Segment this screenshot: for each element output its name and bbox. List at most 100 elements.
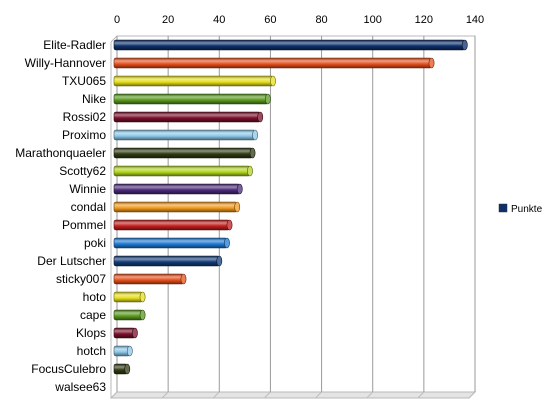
bar-cap — [236, 183, 243, 195]
bar — [113, 219, 233, 231]
category-label: sticky007 — [56, 272, 106, 286]
category-label: Nike — [82, 92, 106, 106]
x-tick-label: 100 — [364, 14, 382, 26]
x-tick-label: 120 — [415, 14, 433, 26]
legend: Punkte — [498, 203, 543, 215]
bar-cap — [180, 273, 187, 285]
bar — [113, 291, 146, 303]
bars — [113, 39, 468, 375]
bar — [113, 237, 230, 249]
bar-cap — [252, 129, 258, 141]
bar — [113, 345, 133, 357]
bar-cap — [131, 327, 138, 339]
floor-gridline — [366, 391, 374, 399]
bar-cap — [226, 219, 233, 231]
category-label: Marathonquaeler — [15, 146, 106, 160]
bar-body — [113, 147, 253, 159]
category-labels: Elite-Radler Willy-Hannover TXU065 Nike Ross… — [15, 38, 106, 394]
bar — [113, 201, 241, 213]
bar-cap — [234, 201, 241, 213]
category-label: hotch — [77, 344, 106, 358]
plot-back-wall — [116, 35, 476, 393]
bar-body — [113, 219, 230, 231]
bar-body — [113, 57, 432, 69]
bar-body — [113, 201, 238, 213]
bar-cap — [264, 93, 271, 105]
x-tick-label: 40 — [213, 14, 225, 26]
floor-gridline — [110, 391, 118, 399]
category-label: FocusCulebro — [31, 362, 106, 376]
bar-cap — [124, 363, 131, 375]
bar — [113, 273, 187, 285]
bar-body — [113, 129, 256, 141]
plot-area — [109, 35, 477, 399]
bar — [113, 309, 146, 321]
bar-body — [113, 291, 143, 303]
category-label: Elite-Radler — [43, 38, 106, 52]
floor-gridline — [468, 391, 476, 399]
category-label: Klops — [76, 326, 106, 340]
bar — [113, 147, 256, 159]
x-tick-label: 80 — [315, 14, 327, 26]
bar-body — [113, 165, 251, 177]
category-label: Rossi02 — [63, 110, 107, 124]
bar — [113, 75, 276, 87]
bar — [113, 57, 435, 69]
floor-gridline — [212, 391, 220, 399]
x-tick-label: 0 — [114, 14, 120, 26]
bar — [113, 93, 271, 105]
category-label: Scotty62 — [59, 164, 106, 178]
bar-body — [113, 255, 220, 267]
bar — [113, 363, 131, 375]
bar — [113, 165, 253, 177]
bar-body — [113, 111, 261, 123]
bar-body — [113, 75, 274, 87]
bar-cap — [249, 147, 256, 159]
category-label: walsee63 — [54, 380, 106, 394]
category-label: poki — [84, 236, 106, 250]
legend-label: Punkte — [511, 204, 543, 215]
category-label: hoto — [83, 290, 107, 304]
bar-cap — [224, 237, 230, 249]
bar-cap — [247, 165, 253, 177]
bar-cap — [216, 255, 223, 267]
category-label: Proximo — [62, 128, 106, 142]
bar — [113, 39, 468, 51]
bar — [113, 327, 138, 339]
x-axis-ticks: 0 20 40 60 80 100 120 140 — [114, 14, 484, 26]
floor-gridline — [315, 391, 322, 399]
bar — [113, 255, 223, 267]
bar — [113, 111, 264, 123]
category-label: Der Lutscher — [37, 254, 106, 268]
plot-depth-edge — [110, 35, 118, 43]
bar-body — [113, 39, 466, 51]
bar-body — [113, 327, 136, 339]
bar-cap — [126, 345, 133, 357]
bar-cap — [461, 39, 468, 51]
category-label: Pommel — [62, 218, 106, 232]
bar — [113, 129, 258, 141]
floor-gridline — [161, 391, 169, 399]
bar-body — [113, 93, 269, 105]
bar-cap — [257, 111, 264, 123]
legend-swatch — [498, 203, 508, 213]
bar-cap — [139, 309, 146, 321]
bar-cap — [139, 291, 146, 303]
bar — [113, 183, 243, 195]
category-label: condal — [71, 200, 106, 214]
category-label: cape — [80, 308, 106, 322]
bar-body — [113, 183, 241, 195]
floor-gridline — [417, 391, 425, 399]
x-tick-label: 60 — [264, 14, 276, 26]
category-label: Willy-Hannover — [25, 56, 106, 70]
category-label: TXU065 — [62, 74, 106, 88]
bar-body — [113, 237, 228, 249]
x-tick-label: 20 — [162, 14, 174, 26]
x-tick-label: 140 — [466, 14, 484, 26]
bar-cap — [270, 75, 276, 87]
bar-body — [113, 273, 184, 285]
bar-body — [113, 309, 143, 321]
category-label: Winnie — [69, 182, 106, 196]
bar-cap — [428, 57, 435, 69]
